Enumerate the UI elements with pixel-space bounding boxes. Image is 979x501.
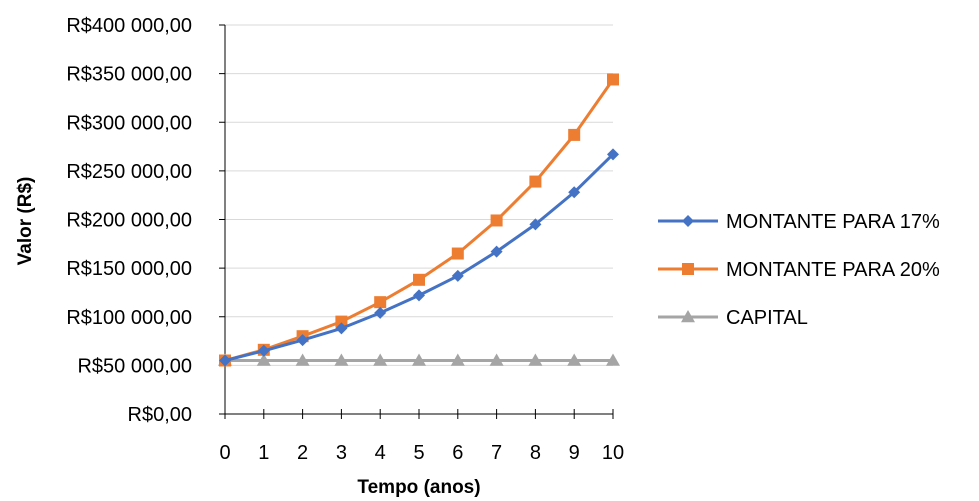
x-tick-label: 2 <box>297 442 308 464</box>
data-point <box>334 353 349 366</box>
data-point <box>374 296 387 309</box>
y-tick-label: R$100 000,00 <box>66 307 192 329</box>
legend-label: MONTANTE PARA 20% <box>726 259 940 281</box>
data-point <box>257 344 270 357</box>
x-tick-label: 4 <box>375 442 386 464</box>
x-tick-label: 10 <box>602 442 624 464</box>
data-point <box>256 353 271 366</box>
series-0 <box>219 148 619 367</box>
legend-item: CAPITAL <box>658 307 808 329</box>
data-point <box>374 306 387 319</box>
data-point <box>490 245 503 258</box>
y-tick-labels: R$0,00 R$50 000,00 R$100 000,00 R$150 000,0… <box>66 15 192 426</box>
data-point <box>335 322 348 335</box>
x-tick-label: 5 <box>413 442 424 464</box>
x-tick-label: 6 <box>452 442 463 464</box>
legend-marker <box>682 215 694 227</box>
y-tick-label: R$400 000,00 <box>66 15 192 37</box>
data-point <box>568 128 581 141</box>
x-tick-label: 3 <box>336 442 347 464</box>
data-point <box>567 353 582 366</box>
legend-label: CAPITAL <box>726 307 808 329</box>
data-point <box>335 315 348 328</box>
y-tick-label: R$350 000,00 <box>66 64 192 86</box>
x-tick-labels: 0 1 2 3 4 5 6 7 8 9 10 <box>219 442 624 464</box>
data-point <box>219 354 231 367</box>
data-point <box>529 175 542 188</box>
x-tick-label: 0 <box>219 442 230 464</box>
series-layer <box>218 73 620 367</box>
x-tick-label: 9 <box>569 442 580 464</box>
y-axis-title: Valor (R$) <box>15 177 36 266</box>
legend-label: MONTANTE PARA 17% <box>726 211 940 233</box>
data-point <box>412 353 426 366</box>
data-point <box>296 334 309 347</box>
y-tick-label: R$250 000,00 <box>66 161 192 183</box>
data-point <box>489 353 504 366</box>
legend: MONTANTE PARA 17% MONTANTE PARA 20% CAPITA… <box>658 211 940 329</box>
data-point <box>413 289 425 302</box>
data-point <box>373 353 388 366</box>
data-point <box>295 353 310 366</box>
data-point <box>529 218 542 231</box>
x-tick-label: 8 <box>530 442 541 464</box>
data-point <box>607 148 619 161</box>
legend-marker <box>682 263 694 275</box>
y-tick-label: R$0,00 <box>128 404 193 426</box>
legend-marker <box>681 310 695 323</box>
y-tick-label: R$50 000,00 <box>77 355 192 377</box>
x-tick-label: 7 <box>491 442 502 464</box>
data-point <box>450 353 465 366</box>
data-point <box>568 186 581 199</box>
y-tick-label: R$200 000,00 <box>66 210 192 232</box>
series-line <box>224 153 615 362</box>
data-point <box>451 247 464 260</box>
gridlines <box>225 24 613 366</box>
data-point <box>413 273 425 286</box>
legend-item: MONTANTE PARA 20% <box>658 259 940 281</box>
x-axis-title: Tempo (anos) <box>357 477 480 498</box>
data-point <box>528 353 543 366</box>
x-tick-label: 1 <box>258 442 269 464</box>
data-point <box>606 353 620 366</box>
axes <box>219 24 614 419</box>
legend-item: MONTANTE PARA 17% <box>658 211 940 233</box>
data-point <box>451 269 464 282</box>
data-point <box>607 73 619 86</box>
data-point <box>490 214 503 227</box>
series-2 <box>218 353 620 366</box>
y-tick-label: R$300 000,00 <box>66 112 192 134</box>
y-tick-label: R$150 000,00 <box>66 258 192 280</box>
